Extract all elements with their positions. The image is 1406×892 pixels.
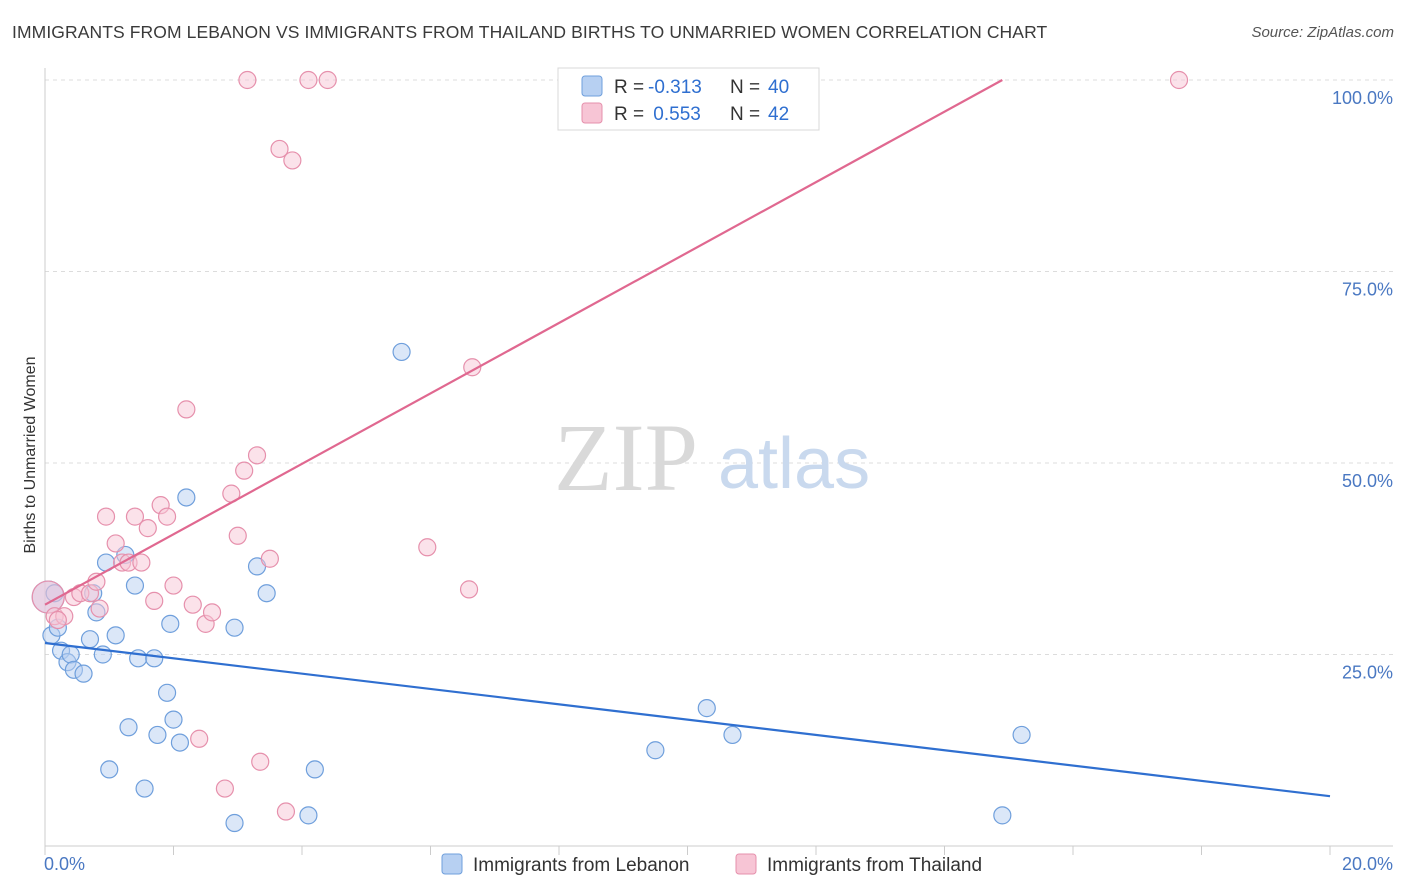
point-thailand-29: [247, 446, 267, 465]
y-tick-label-0: 25.0%: [1342, 663, 1393, 683]
point-thailand-13: [132, 553, 151, 572]
series-legend-label-thailand: Immigrants from Thailand: [767, 855, 982, 876]
y-axis-title: Births to Unmarried Women: [22, 356, 39, 553]
point-lebanon-7: [74, 664, 93, 683]
y-tick-label-2: 75.0%: [1342, 280, 1393, 300]
point-thailand-41: [48, 610, 67, 630]
point-lebanon-27: [225, 813, 244, 833]
point-lebanon-23: [161, 614, 180, 633]
series-legend-label-lebanon: Immigrants from Lebanon: [473, 855, 690, 876]
point-thailand-17: [157, 507, 177, 526]
point-lebanon-22: [157, 683, 177, 702]
point-thailand-34: [283, 151, 302, 170]
point-thailand-21: [190, 729, 209, 748]
y-tick-label-3: 100.0%: [1332, 88, 1393, 108]
point-thailand-37: [418, 538, 437, 557]
point-thailand-31: [260, 549, 279, 568]
point-lebanon-25: [170, 733, 190, 752]
legend-n-value-lebanon: 40: [768, 77, 789, 98]
point-thailand-7: [90, 599, 109, 618]
gridlines: [45, 79, 1393, 655]
point-lebanon-37: [993, 806, 1012, 825]
point-thailand-14: [138, 519, 157, 538]
chart-title: IMMIGRANTS FROM LEBANON VS IMMIGRANTS FR…: [12, 22, 1048, 42]
point-thailand-8: [96, 507, 116, 526]
point-thailand-32: [270, 139, 289, 159]
point-lebanon-13: [100, 760, 119, 779]
point-lebanon-20: [145, 649, 164, 668]
series-legend-swatch-thailand: [735, 853, 757, 875]
x-tick-label-1: 20.0%: [1342, 854, 1393, 874]
point-thailand-28: [238, 70, 257, 90]
legend-r-label-lebanon: R =: [614, 77, 644, 98]
watermark: ZIP atlas: [554, 404, 870, 511]
point-lebanon-14: [106, 626, 125, 645]
correlation-legend: R = -0.313 N = 40 R = 0.553 N = 42: [557, 67, 820, 131]
legend-r-label-thailand: R =: [614, 104, 644, 125]
series-legend-swatch-lebanon: [441, 853, 463, 875]
point-thailand-18: [164, 576, 183, 595]
legend-n-label-thailand: N =: [730, 104, 760, 125]
point-thailand-40: [1169, 70, 1189, 90]
point-lebanon-28: [225, 618, 244, 637]
point-lebanon-34: [646, 741, 665, 760]
point-lebanon-30: [257, 584, 276, 603]
point-thailand-19: [177, 400, 196, 419]
legend-r-value-thailand: 0.553: [648, 104, 701, 125]
point-lebanon-38: [1012, 725, 1031, 745]
legend-r-value-lebanon: -0.313: [648, 77, 702, 98]
point-thailand-36: [318, 70, 337, 90]
point-lebanon-24: [164, 710, 183, 729]
point-lebanon-33: [392, 342, 411, 362]
trend-lines: [44, 79, 1331, 798]
trend-line-thailand: [44, 79, 1003, 606]
tick-labels: 25.0% 50.0% 75.0% 100.0% 0.0% 20.0%: [44, 88, 1393, 874]
point-thailand-9: [106, 534, 125, 553]
watermark-atlas: atlas: [718, 424, 870, 504]
point-thailand-12: [125, 507, 145, 526]
legend-swatch-lebanon: [581, 75, 603, 97]
point-lebanon-21: [148, 725, 167, 745]
point-lebanon-31: [299, 806, 318, 825]
point-thailand-38: [459, 580, 479, 599]
axes: [44, 68, 1393, 855]
point-lebanon-19: [135, 779, 154, 798]
legend-n-value-thailand: 42: [768, 104, 789, 125]
x-tick-label-0: 0.0%: [44, 854, 85, 874]
point-thailand-26: [228, 526, 247, 545]
point-thailand-33: [276, 802, 296, 821]
point-lebanon-32: [305, 760, 324, 779]
y-tick-label-1: 50.0%: [1342, 471, 1393, 491]
point-lebanon-16: [119, 718, 138, 737]
watermark-zip: ZIP: [554, 404, 698, 511]
point-thailand-39: [463, 358, 482, 377]
point-lebanon-26: [177, 488, 196, 507]
point-thailand-35: [299, 70, 318, 90]
point-lebanon-35: [697, 699, 716, 718]
point-lebanon-8: [80, 630, 100, 649]
trend-line-lebanon: [44, 641, 1331, 798]
point-thailand-24: [215, 779, 234, 798]
data-points: [31, 70, 1189, 833]
point-lebanon-5: [61, 645, 80, 664]
legend-swatch-thailand: [581, 102, 603, 124]
point-thailand-30: [251, 752, 270, 771]
point-thailand-20: [183, 595, 202, 614]
point-lebanon-17: [125, 576, 145, 595]
legend-n-label-lebanon: N =: [730, 77, 760, 98]
point-thailand-23: [202, 603, 222, 622]
point-thailand-27: [235, 461, 254, 480]
point-thailand-15: [145, 591, 164, 610]
series-legend: Immigrants from Lebanon Immigrants from …: [441, 853, 982, 876]
point-lebanon-36: [723, 725, 742, 745]
source-label: Source: ZipAtlas.com: [1251, 24, 1394, 41]
